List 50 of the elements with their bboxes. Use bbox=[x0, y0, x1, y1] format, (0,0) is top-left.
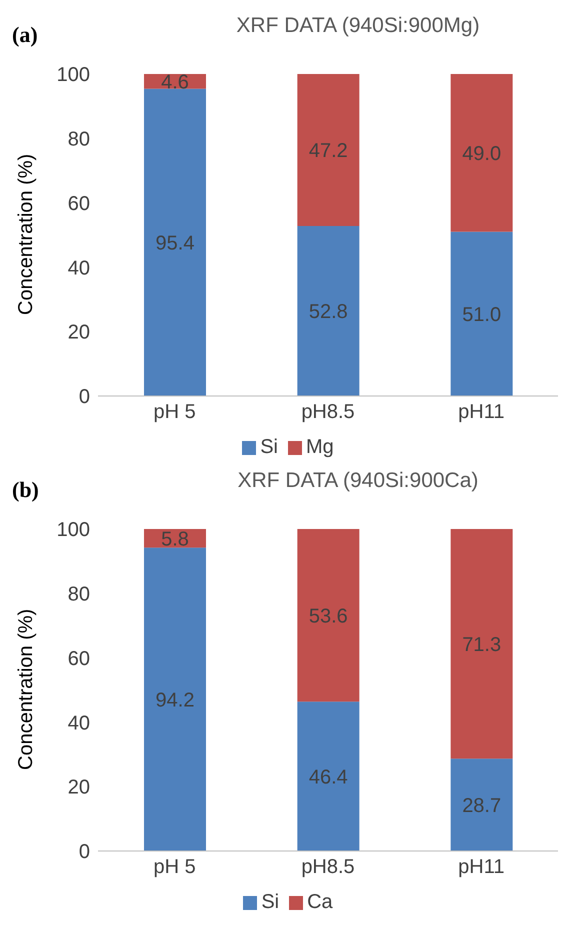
bar bbox=[297, 74, 360, 226]
y-tick-label: 20 bbox=[68, 776, 90, 799]
bar bbox=[144, 548, 206, 851]
y-tick-label: 40 bbox=[68, 712, 90, 734]
y-axis-title: Concentration (%) bbox=[15, 154, 38, 315]
x-tick-label: pH11 bbox=[458, 401, 504, 424]
data-label: 46.4 bbox=[308, 766, 348, 788]
bar bbox=[450, 74, 513, 232]
legend-label: Si bbox=[260, 436, 278, 458]
bar bbox=[297, 529, 360, 702]
data-label: 53.6 bbox=[308, 605, 348, 628]
data-label: 5.8 bbox=[161, 528, 189, 550]
y-tick-label: 20 bbox=[68, 322, 90, 344]
legend-label: Si bbox=[261, 891, 280, 913]
legend-label: Ca bbox=[307, 891, 333, 913]
y-tick-label: 60 bbox=[68, 648, 90, 670]
data-label: 47.2 bbox=[308, 140, 348, 162]
data-label: 28.7 bbox=[462, 794, 502, 817]
bar bbox=[297, 702, 360, 851]
y-tick-label: 0 bbox=[78, 841, 90, 864]
chart-title: XRF DATA (940Si:900Mg) bbox=[235, 14, 481, 38]
data-label: 71.3 bbox=[462, 634, 502, 656]
text: (b) bbox=[12, 477, 39, 503]
x-tick-label: pH 5 bbox=[154, 401, 196, 424]
y-axis-title: Concentration (%) bbox=[15, 608, 38, 770]
data-label: 94.2 bbox=[156, 689, 194, 712]
y-tick-label: 60 bbox=[68, 192, 90, 215]
bar bbox=[450, 232, 513, 396]
y-tick-label: 100 bbox=[56, 64, 90, 86]
text: (a) bbox=[12, 22, 38, 48]
bar bbox=[297, 226, 360, 396]
y-tick-label: 100 bbox=[56, 519, 90, 542]
y-tick-label: 80 bbox=[68, 584, 90, 606]
data-label: 49.0 bbox=[462, 142, 502, 165]
y-tick-label: 40 bbox=[68, 257, 90, 280]
x-tick-label: pH8.5 bbox=[301, 856, 355, 878]
data-label: 51.0 bbox=[462, 304, 502, 326]
data-label: 52.8 bbox=[308, 301, 348, 324]
chart-title: XRF DATA (940Si:900Ca) bbox=[236, 469, 480, 493]
data-label: 95.4 bbox=[156, 232, 194, 255]
y-tick-label: 80 bbox=[68, 128, 90, 150]
y-tick-label: 0 bbox=[78, 386, 90, 408]
x-tick-label: pH 5 bbox=[154, 856, 196, 878]
bar bbox=[144, 88, 206, 396]
bar bbox=[450, 529, 513, 759]
legend-label: Mg bbox=[306, 436, 334, 458]
data-label: 4.6 bbox=[161, 72, 189, 94]
x-tick-label: pH8.5 bbox=[301, 401, 355, 424]
bar bbox=[450, 758, 513, 851]
x-tick-label: pH11 bbox=[458, 856, 504, 878]
